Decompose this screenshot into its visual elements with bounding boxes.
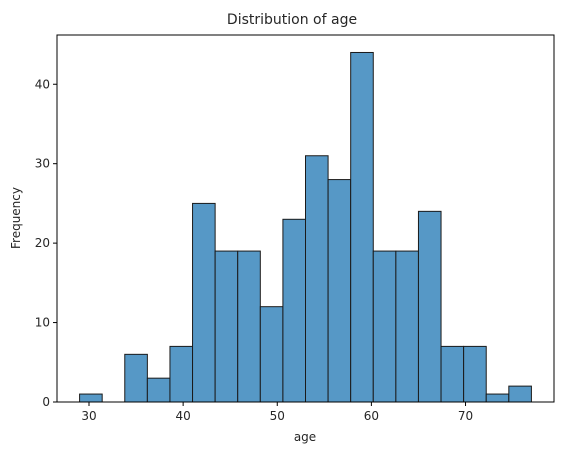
histogram-bar	[146, 377, 171, 403]
histogram-bar	[214, 250, 239, 403]
x-tick-label: 40	[175, 409, 190, 423]
histogram-bar	[169, 345, 194, 403]
histogram-bar	[508, 385, 532, 403]
x-axis-ticks: 30 40 50 60 70	[81, 402, 473, 423]
x-tick-label: 60	[364, 409, 379, 423]
y-tick-label: 40	[35, 77, 50, 91]
y-axis-ticks: 0 10 20 30 40	[35, 77, 57, 409]
histogram-bar	[372, 250, 397, 403]
histogram-bar	[350, 51, 374, 403]
y-axis-label: Frequency	[9, 187, 23, 249]
histogram-bar	[327, 179, 352, 403]
histogram-bar	[417, 210, 442, 403]
histogram-bar	[305, 155, 329, 403]
histogram-bar	[282, 218, 306, 403]
histogram-bar	[485, 393, 510, 403]
histogram-bar	[395, 250, 419, 403]
histogram-bar	[124, 353, 148, 403]
y-tick-label: 10	[35, 316, 50, 330]
chart-title: Distribution of age	[227, 12, 357, 28]
x-tick-label: 50	[270, 409, 285, 423]
plot-frame	[56, 34, 555, 403]
y-tick-label: 20	[35, 236, 50, 250]
histogram-bar	[440, 345, 465, 403]
histogram-bar	[192, 202, 216, 403]
x-tick-label: 70	[458, 409, 473, 423]
bars-group	[79, 51, 532, 403]
histogram-bar	[237, 250, 261, 403]
histogram-bar	[259, 306, 284, 403]
histogram-bar	[79, 393, 103, 403]
histogram-bar	[463, 345, 487, 403]
y-tick-label: 30	[35, 157, 50, 171]
x-tick-label: 30	[81, 409, 96, 423]
y-tick-label: 0	[42, 395, 50, 409]
x-axis-label: age	[294, 430, 316, 444]
